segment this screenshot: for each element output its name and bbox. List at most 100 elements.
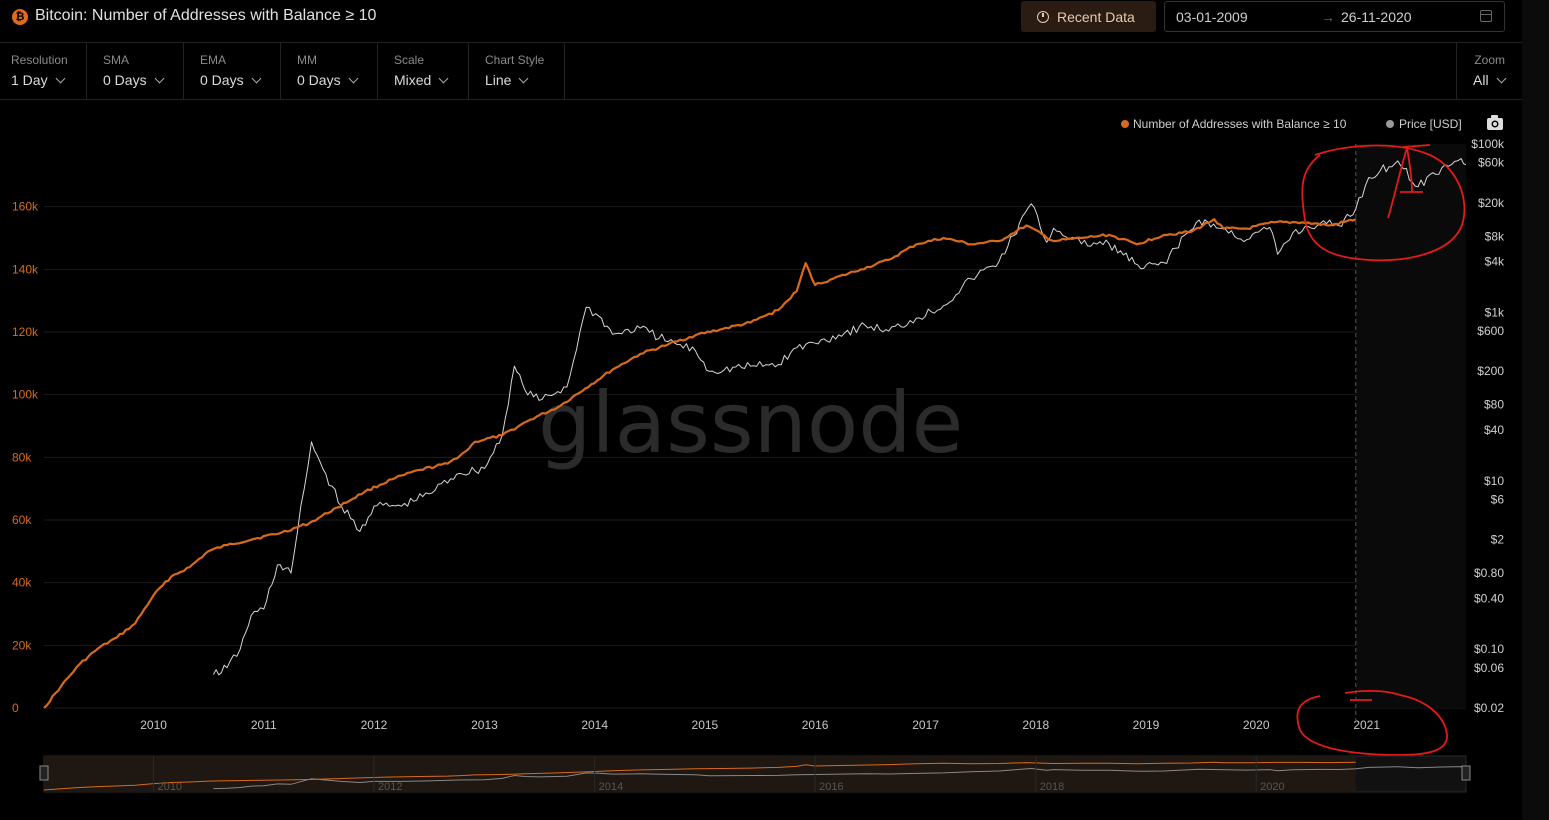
right-tick-label: $2 xyxy=(1491,533,1505,547)
resolution-value: 1 Day xyxy=(11,72,48,88)
legend-label-addresses[interactable]: Number of Addresses with Balance ≥ 10 xyxy=(1133,117,1347,131)
chevron-down-icon xyxy=(1496,73,1507,84)
x-tick-label: 2011 xyxy=(251,718,277,732)
x-tick-label: 2013 xyxy=(471,718,498,732)
zoom-label: Zoom xyxy=(1474,53,1505,67)
left-tick-label: 0 xyxy=(12,701,19,715)
left-axis: 0 20k 40k 60k 80k 100k 120k 140k 160k xyxy=(12,200,39,715)
zoom-select[interactable]: Zoom All xyxy=(1456,43,1522,99)
right-tick-label: $4k xyxy=(1485,255,1505,269)
chevron-down-icon xyxy=(55,73,66,84)
navigator-addresses-line xyxy=(43,761,1356,791)
recent-data-button[interactable]: Recent Data xyxy=(1021,1,1156,32)
chevron-down-icon xyxy=(519,73,529,84)
series-layer xyxy=(43,158,1467,709)
scrollbar-track[interactable] xyxy=(1522,0,1549,820)
left-tick-label: 160k xyxy=(12,200,39,214)
right-tick-label: $60k xyxy=(1478,156,1505,170)
right-tick-label: $20k xyxy=(1478,196,1505,210)
left-tick-label: 60k xyxy=(12,513,32,527)
page-title: Bitcoin: Number of Addresses with Balanc… xyxy=(35,7,377,24)
chart-style-select[interactable]: Chart Style Line xyxy=(469,43,565,99)
chevron-down-icon xyxy=(348,73,359,84)
clock-icon xyxy=(1037,10,1049,23)
range-navigator[interactable]: 2010 2012 2014 2016 2018 2020 xyxy=(39,755,1471,793)
ema-label: EMA xyxy=(200,53,227,67)
sma-value: 0 Days xyxy=(103,72,147,88)
navigator-price-line xyxy=(213,766,1467,790)
navigator-handle-right[interactable] xyxy=(1461,765,1471,781)
left-tick-label: 40k xyxy=(12,576,32,590)
sma-label: SMA xyxy=(103,53,130,67)
right-tick-label: $0.02 xyxy=(1474,701,1504,715)
zoom-value: All xyxy=(1473,72,1489,88)
navigator-tick-label: 2014 xyxy=(599,781,623,793)
scale-value: Mixed xyxy=(394,72,432,88)
right-tick-label: $10 xyxy=(1484,474,1504,488)
chart-style-value: Line xyxy=(485,72,512,88)
resolution-label: Resolution xyxy=(11,53,68,67)
left-tick-label: 20k xyxy=(12,638,32,652)
navigator-handle-left[interactable] xyxy=(39,765,49,781)
camera-icon[interactable] xyxy=(1487,115,1503,130)
chevron-down-icon xyxy=(438,73,449,84)
sma-select[interactable]: SMA 0 Days xyxy=(87,43,184,99)
right-tick-label: $0.06 xyxy=(1474,661,1504,675)
right-tick-label: $8k xyxy=(1485,229,1505,243)
right-axis: $100k $60k $20k $8k $4k $1k $600 $200 $80 $40 $10 $… xyxy=(1471,137,1505,715)
ema-value: 0 Days xyxy=(200,72,244,88)
annotation-marks xyxy=(1296,144,1466,756)
future-shade-region xyxy=(1355,144,1466,708)
legend-marker-price xyxy=(1386,120,1394,128)
recent-data-label: Recent Data xyxy=(1057,8,1135,25)
legend: Number of Addresses with Balance ≥ 10 Pr… xyxy=(1121,115,1503,131)
mm-label: MM xyxy=(297,53,317,67)
chevron-down-icon xyxy=(251,73,262,84)
chevron-down-icon xyxy=(154,73,165,84)
right-tick-label: $100k xyxy=(1471,137,1505,151)
series-price-line xyxy=(212,158,1467,676)
scale-select[interactable]: Scale Mixed xyxy=(378,43,469,99)
x-tick-label: 2018 xyxy=(1022,718,1049,732)
mm-select[interactable]: MM 0 Days xyxy=(281,43,378,99)
right-tick-label: $0.10 xyxy=(1474,642,1504,656)
chart-controls: Resolution 1 Day SMA 0 Days EMA 0 Days M… xyxy=(0,43,1522,100)
calendar-icon[interactable] xyxy=(1480,10,1492,22)
arrow-right-icon: → xyxy=(1321,9,1335,25)
legend-label-price[interactable]: Price [USD] xyxy=(1399,117,1462,131)
header-bar: ₿ Bitcoin: Number of Addresses with Bala… xyxy=(0,0,1522,43)
x-tick-label: 2014 xyxy=(581,718,608,732)
x-axis: 2010 2011 2012 2013 2014 2015 2016 2017 2018 2019… xyxy=(140,718,1380,732)
x-tick-label: 2020 xyxy=(1243,718,1270,732)
date-end-input[interactable]: 26-11-2020 xyxy=(1341,9,1412,25)
date-start-input[interactable]: 03-01-2009 xyxy=(1176,9,1248,25)
date-range-picker[interactable]: 03-01-2009 → 26-11-2020 xyxy=(1164,1,1505,32)
right-tick-label: $80 xyxy=(1484,398,1504,412)
right-tick-label: $0.40 xyxy=(1474,591,1504,605)
right-tick-label: $200 xyxy=(1477,364,1504,378)
ema-select[interactable]: EMA 0 Days xyxy=(184,43,281,99)
annotation-circle-top xyxy=(1301,144,1466,262)
left-tick-label: 100k xyxy=(12,388,39,402)
right-tick-label: $0.80 xyxy=(1474,566,1504,580)
navigator-selection[interactable] xyxy=(44,756,1356,792)
left-tick-label: 120k xyxy=(12,325,39,339)
navigator-tick-label: 2010 xyxy=(158,781,182,793)
annotation-arrow-mark xyxy=(1387,144,1431,219)
bitcoin-icon: ₿ xyxy=(12,9,28,25)
navigator-tick-label: 2016 xyxy=(819,781,843,793)
right-tick-label: $600 xyxy=(1477,324,1504,338)
right-tick-label: $1k xyxy=(1485,305,1505,319)
resolution-select[interactable]: Resolution 1 Day xyxy=(0,43,87,99)
x-tick-label: 2010 xyxy=(140,718,167,732)
right-tick-label: $40 xyxy=(1484,423,1504,437)
series-addresses-line xyxy=(43,218,1357,709)
mm-value: 0 Days xyxy=(297,72,341,88)
left-tick-label: 140k xyxy=(12,262,39,276)
watermark: glassnode xyxy=(538,374,963,472)
x-tick-label: 2016 xyxy=(802,718,829,732)
chart-area: glassnode 020k40k60k80k100k120k140k160k … xyxy=(12,115,1505,793)
x-tick-label: 2019 xyxy=(1133,718,1160,732)
right-tick-label: $6 xyxy=(1491,492,1505,506)
